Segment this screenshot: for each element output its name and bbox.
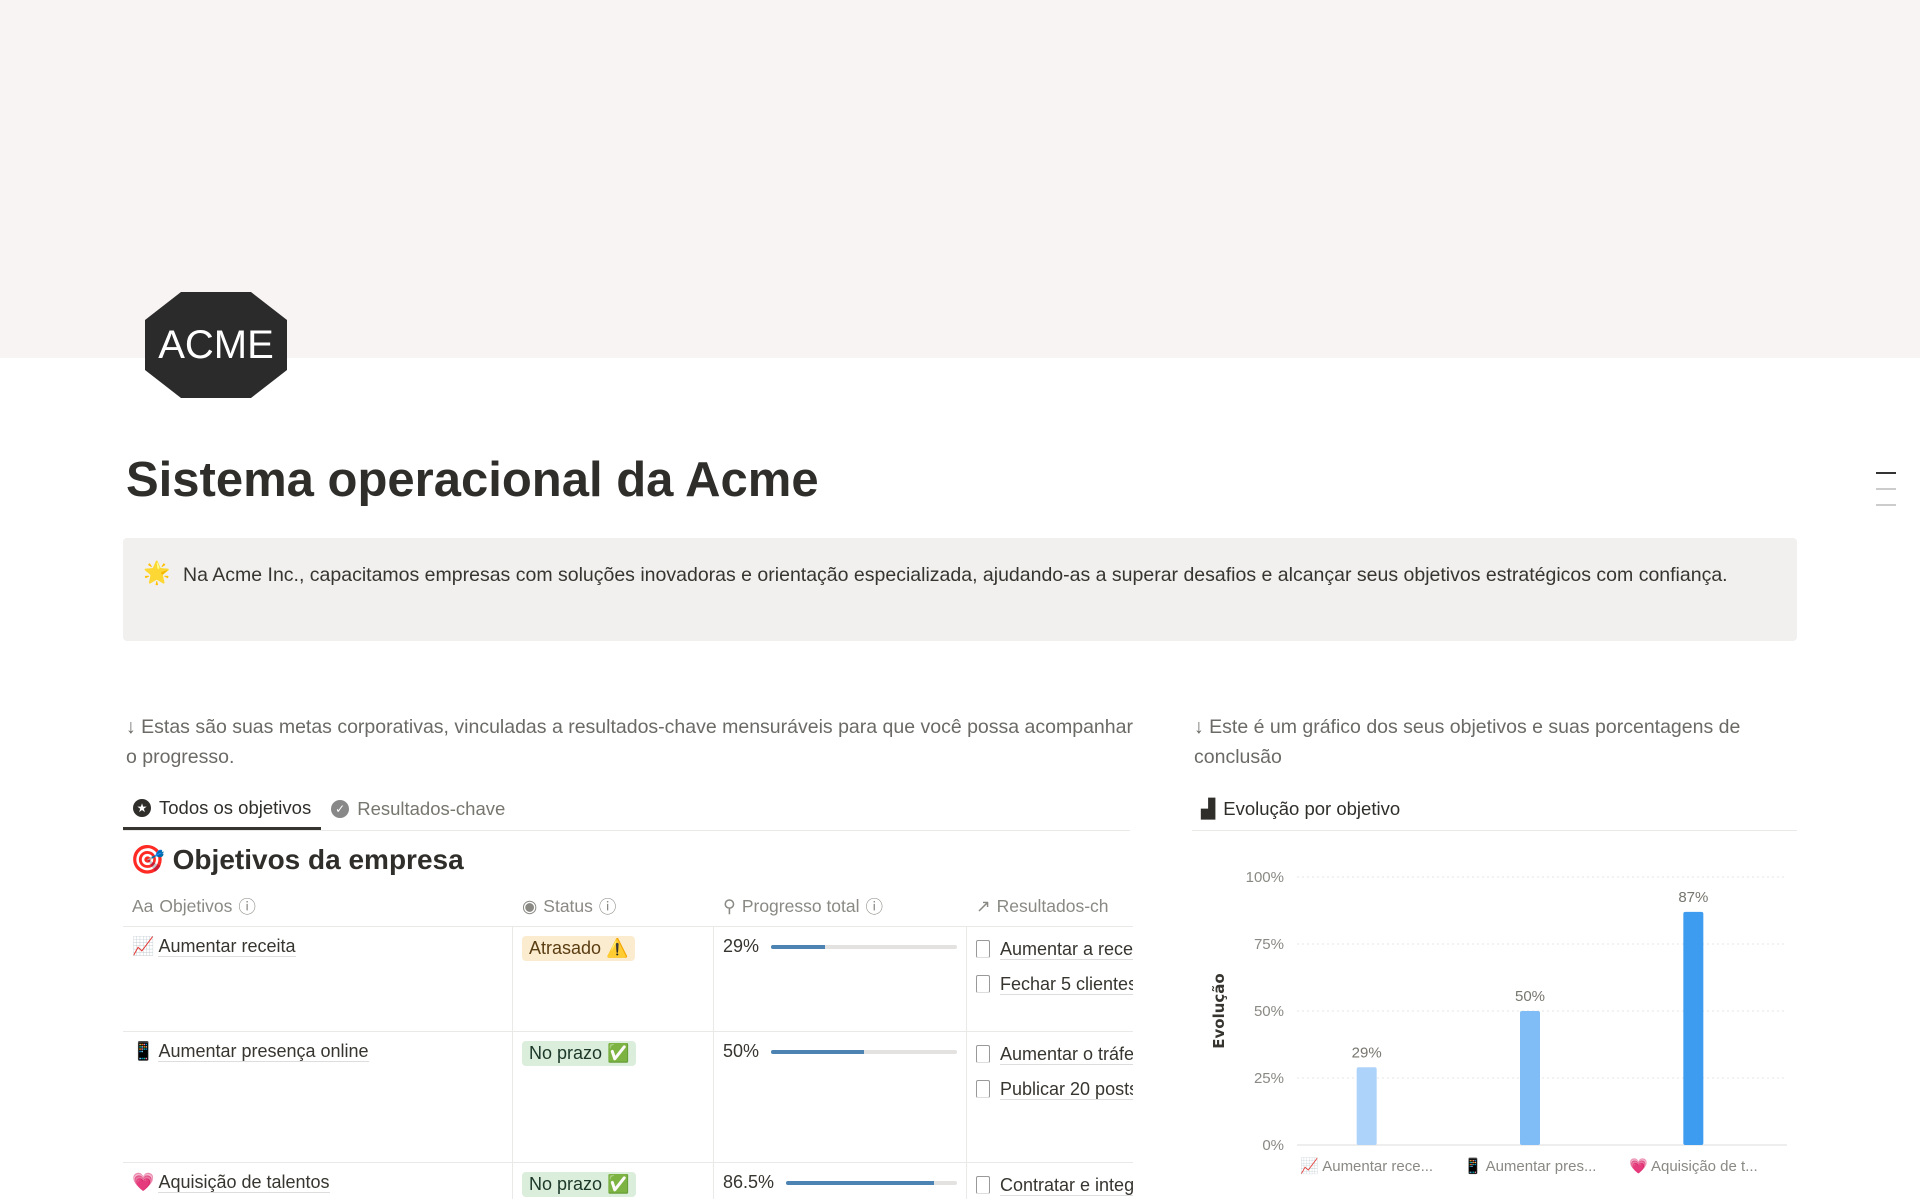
page-icon (976, 1045, 990, 1063)
callout: 🌟 Na Acme Inc., capacitamos empresas com… (123, 538, 1797, 641)
progress-bar (786, 1180, 957, 1185)
database-title[interactable]: 🎯 Objetivos da empresa (130, 844, 464, 875)
y-tick-label: 75% (1254, 936, 1284, 953)
objective-emoji-icon: 📱 (132, 1041, 155, 1061)
key-result-link[interactable]: Aumentar a receita para 75.000 (976, 936, 1133, 963)
key-result-link[interactable]: Fechar 5 clientes (976, 971, 1133, 998)
page-cover (0, 0, 1920, 358)
progress-cell: 50% (714, 1032, 967, 1162)
bar-chart: 0% 25% 50% 75% 100% Evolução 29% 📈 Aumentar rec… (1210, 869, 1787, 1175)
objective-name[interactable]: Aumentar receita (158, 936, 296, 957)
progress-bar (771, 1049, 957, 1054)
info-icon: ⓘ (865, 897, 884, 917)
column-objetivos[interactable]: Aa Objetivos ⓘ (132, 896, 256, 917)
x-tick-label: 📱 Aumentar pres... (1464, 1157, 1597, 1175)
column-status[interactable]: ◉ Status ⓘ (522, 896, 617, 917)
column-progress[interactable]: ⚲ Progresso total ⓘ (723, 896, 884, 917)
objective-cell[interactable]: 📱 Aumentar presença online (123, 1032, 513, 1162)
page-icon (976, 975, 990, 993)
table-row[interactable]: 💗 Aquisição de talentos No prazo ✅ 86.5%… (123, 1163, 1133, 1199)
key-result-link[interactable]: Aumentar o tráfego para mil visitas por … (976, 1041, 1133, 1068)
status-cell[interactable]: Atrasado ⚠️ (513, 927, 714, 1031)
progress-value: 29% (723, 936, 760, 956)
data-label: 87% (1678, 889, 1708, 906)
data-label: 50% (1515, 988, 1545, 1005)
table-row[interactable]: 📈 Aumentar receita Atrasado ⚠️ 29% Aumen… (123, 927, 1133, 1032)
tab-chart[interactable]: ▟ Evolução por objetivo (1192, 788, 1797, 831)
bar[interactable] (1356, 1067, 1377, 1145)
page-title: Sistema operacional da Acme (126, 453, 819, 507)
y-axis-label: Evolução (1210, 973, 1228, 1048)
y-tick-label: 25% (1254, 1070, 1284, 1087)
table-row[interactable]: 📱 Aumentar presença online No prazo ✅ 50… (123, 1032, 1133, 1163)
svg-text:ACME: ACME (158, 323, 274, 367)
tab-all-objectives[interactable]: ★ Todos os objetivos (123, 788, 322, 830)
table-header: Aa Objetivos ⓘ ◉ Status ⓘ ⚲ Progresso total ⓘ … (123, 887, 1133, 927)
bar-chart-icon: ▟ (1201, 798, 1216, 819)
progress-cell: 29% (714, 927, 967, 1031)
objective-cell[interactable]: 📈 Aumentar receita (123, 927, 513, 1031)
star-icon: ★ (133, 798, 151, 817)
objective-cell[interactable]: 💗 Aquisição de talentos (123, 1163, 513, 1199)
progress-value: 50% (723, 1041, 760, 1061)
objective-name[interactable]: Aquisição de talentos (158, 1172, 330, 1193)
page-icon (976, 1080, 990, 1098)
data-label: 29% (1352, 1044, 1382, 1061)
column-key-results[interactable]: ↗ Resultados-ch (976, 896, 1109, 916)
key-results-cell[interactable]: Contratar e integrar (967, 1163, 1133, 1199)
x-tick-label: 💗 Aquisição de t... (1629, 1157, 1758, 1175)
x-tick-label: 📈 Aumentar rece... (1300, 1157, 1433, 1175)
page-icon (976, 940, 990, 958)
objectives-table: Aa Objetivos ⓘ ◉ Status ⓘ ⚲ Progresso total ⓘ … (123, 887, 1133, 1199)
objective-emoji-icon: 📈 (132, 936, 155, 956)
status-cell[interactable]: No prazo ✅ (513, 1163, 714, 1199)
callout-text: Na Acme Inc., capacitamos empresas com s… (183, 564, 1728, 586)
progress-value: 86.5% (723, 1172, 775, 1192)
bar[interactable] (1520, 1011, 1540, 1145)
y-tick-label: 50% (1254, 1003, 1284, 1020)
y-tick-label: 0% (1262, 1137, 1284, 1154)
info-icon: ⓘ (238, 897, 256, 917)
key-result-link[interactable]: Contratar e integrar (976, 1172, 1133, 1199)
progress-cell: 86.5% (714, 1163, 967, 1199)
key-result-link[interactable]: Publicar 20 posts de alta qualidade (976, 1076, 1133, 1103)
arrow-up-right-icon: ↗ (976, 896, 991, 916)
status-icon: ◉ (522, 896, 538, 916)
status-badge: No prazo ✅ (522, 1041, 637, 1066)
progress-bar (771, 944, 957, 949)
check-icon: ✓ (331, 800, 350, 818)
page-icon (976, 1176, 990, 1194)
acme-logo: ACME (145, 292, 287, 398)
key-results-cell[interactable]: Aumentar a receita para 75.000 Fechar 5 c… (967, 927, 1133, 1031)
key-results-cell[interactable]: Aumentar o tráfego para mil visitas por … (967, 1032, 1133, 1162)
search-icon: ⚲ (723, 896, 736, 916)
table-of-contents[interactable] (1876, 472, 1896, 520)
text-type-icon: Aa (132, 896, 154, 916)
tab-key-results[interactable]: ✓ Resultados-chave (321, 788, 515, 830)
info-icon: ⓘ (598, 897, 617, 917)
status-badge: No prazo ✅ (522, 1172, 637, 1197)
bar[interactable] (1683, 911, 1704, 1145)
objectives-intro: ↓ Estas são suas metas corporativas, vin… (126, 716, 1133, 768)
view-tabs: ★ Todos os objetivos ✓ Resultados-chave (123, 788, 1130, 831)
y-tick-label: 100% (1246, 869, 1284, 886)
objective-name[interactable]: Aumentar presença online (158, 1041, 369, 1062)
target-icon: 🎯 (130, 844, 165, 875)
chart-intro: ↓ Este é um gráfico dos seus objetivos e… (1194, 716, 1741, 768)
status-badge: Atrasado ⚠️ (522, 936, 636, 961)
status-cell[interactable]: No prazo ✅ (513, 1032, 714, 1162)
objective-emoji-icon: 💗 (132, 1172, 155, 1192)
star-icon: 🌟 (143, 560, 171, 585)
